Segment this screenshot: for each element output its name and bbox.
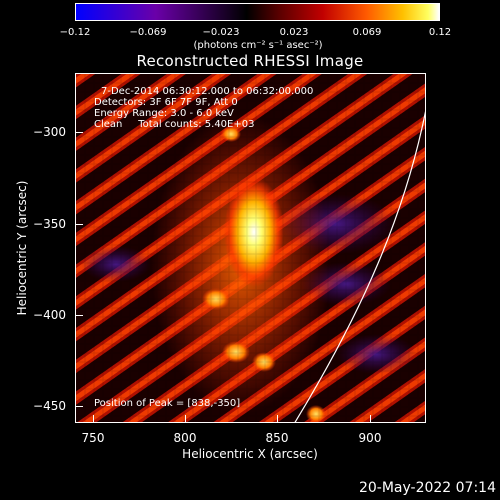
x-tick-mark xyxy=(277,415,278,423)
y-tick-mark xyxy=(75,224,83,225)
plot-timestamp: 20-May-2022 07:14 xyxy=(358,480,496,496)
rhessi-image xyxy=(75,73,426,423)
x-tick-label: 750 xyxy=(81,431,105,445)
colorbar-tick: 0.12 xyxy=(428,27,452,38)
x-tick-mark xyxy=(370,415,371,423)
x-tick-label: 850 xyxy=(265,431,289,445)
image-title: Reconstructed RHESSI Image xyxy=(136,52,364,70)
colorbar-tick: 0.069 xyxy=(352,27,382,38)
colorbar-tick: −0.023 xyxy=(202,27,240,38)
colorbar-tick: −0.12 xyxy=(59,27,91,38)
x-tick-label: 900 xyxy=(358,431,382,445)
info-detectors: Detectors: 3F 6F 7F 9F, Att 0 xyxy=(94,97,238,108)
colorbar-tick: −0.069 xyxy=(129,27,167,38)
solar-limb xyxy=(294,110,425,422)
info-time-range: 7-Dec-2014 06:30:12.000 to 06:32:00.000 xyxy=(101,86,314,97)
y-tick-label: −450 xyxy=(33,399,66,413)
x-tick-label: 800 xyxy=(173,431,197,445)
y-tick-mark xyxy=(75,315,83,316)
colorbar-unit-label: (photons cm⁻² s⁻¹ asec⁻²) xyxy=(193,40,323,51)
x-tick-mark xyxy=(93,415,94,423)
y-tick-label: −350 xyxy=(33,217,66,231)
x-axis-label: Heliocentric X (arcsec) xyxy=(182,447,318,461)
x-tick-mark xyxy=(185,415,186,423)
info-clean: Clean Total counts: 5.40E+03 xyxy=(94,119,255,130)
y-tick-label: −300 xyxy=(33,125,66,139)
info-energy: Energy Range: 3.0 - 6.0 keV xyxy=(94,108,234,119)
info-peak-position: Position of Peak = [838,-350] xyxy=(94,398,241,409)
colorbar xyxy=(75,3,440,21)
y-tick-label: −400 xyxy=(33,308,66,322)
colorbar-tick: 0.023 xyxy=(279,27,309,38)
y-tick-mark xyxy=(75,406,83,407)
y-axis-label: Heliocentric Y (arcsec) xyxy=(15,180,29,316)
y-tick-mark xyxy=(75,132,83,133)
